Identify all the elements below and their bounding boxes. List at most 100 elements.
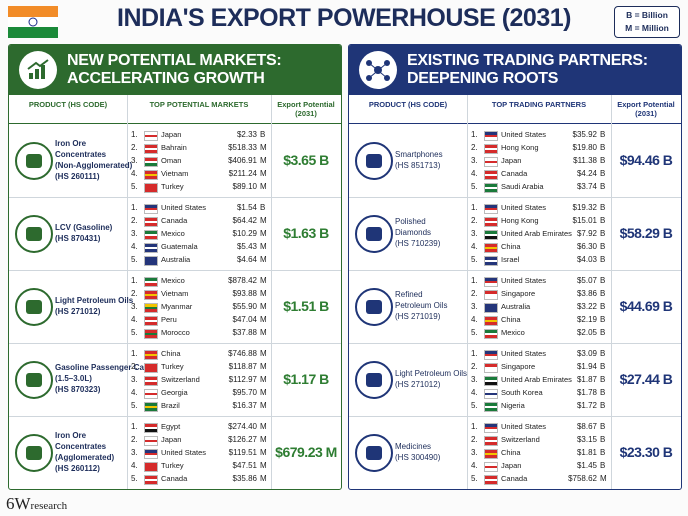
product-text: Diamonds <box>395 228 432 237</box>
flag-stripe <box>145 163 157 166</box>
flag-stripe <box>145 158 157 161</box>
flag-stripe <box>145 186 157 190</box>
country-flag <box>484 277 498 287</box>
country-flag <box>484 376 498 386</box>
market-unit: M <box>260 216 267 225</box>
flag-stripe <box>485 160 497 164</box>
country: Morocco <box>161 328 190 337</box>
country-flag <box>484 243 498 253</box>
market-value: $126.27 <box>228 435 257 444</box>
country-flag <box>144 144 158 154</box>
header-rule <box>349 123 681 124</box>
flag-stripe <box>485 332 497 336</box>
market-value: $1.94 <box>576 362 597 371</box>
flag-stripe <box>485 163 497 166</box>
country-flag <box>144 303 158 313</box>
flag-stripe <box>145 478 157 482</box>
panel-title: ACCELERATING GROWTH <box>67 70 265 87</box>
flag-stripe <box>145 330 157 333</box>
flag-stripe <box>145 291 157 294</box>
market-unit: M <box>260 401 267 410</box>
flag-stripe <box>145 408 157 411</box>
flag-stripe <box>485 259 497 263</box>
flag-stripe <box>145 280 157 284</box>
country: Nigeria <box>501 401 525 410</box>
rank: 1. <box>131 422 138 431</box>
flag-stripe <box>485 189 497 192</box>
market-unit: B <box>600 375 606 384</box>
market-value: $1.78 <box>576 388 597 397</box>
flag-stripe <box>145 278 157 281</box>
market-value: $3.15 <box>576 435 597 444</box>
country-flag <box>144 243 158 253</box>
country: United States <box>501 422 547 431</box>
title: INDIA'S EXPORT POWERHOUSE (2031) <box>117 4 571 32</box>
row-rule <box>349 197 681 198</box>
country: Bahrain <box>161 143 187 152</box>
rank: 4. <box>131 388 138 397</box>
market-value: $16.37 <box>232 401 257 410</box>
market-unit: M <box>260 255 267 264</box>
rank: 4. <box>471 388 478 397</box>
flag-stripe <box>485 244 497 247</box>
flag-stripe <box>485 186 497 190</box>
flag-stripe <box>145 259 157 263</box>
market-unit: M <box>260 435 267 444</box>
flag-stripe <box>485 291 497 294</box>
country: Singapore <box>501 362 536 371</box>
market-value: $95.70 <box>232 388 257 397</box>
flag-stripe <box>145 455 157 458</box>
country: Turkey <box>161 461 184 470</box>
column-rule <box>611 95 612 489</box>
country: Saudi Arabia <box>501 182 544 191</box>
product-icon <box>355 288 393 326</box>
market-value: $19.80 <box>572 143 597 152</box>
flag-stripe <box>145 392 157 396</box>
country: China <box>501 448 521 457</box>
rank: 2. <box>471 289 478 298</box>
country: Oman <box>161 156 182 165</box>
rank: 4. <box>471 242 478 251</box>
country: South Korea <box>501 388 543 397</box>
market-unit: B <box>600 130 606 139</box>
rank: 1. <box>471 130 478 139</box>
market-value: $35.86 <box>232 474 257 483</box>
market-value: $3.09 <box>576 349 597 358</box>
flag-stripe <box>485 184 497 187</box>
flag-stripe <box>485 231 497 234</box>
column-header: TOP POTENTIAL MARKETS <box>149 100 249 109</box>
rank: 2. <box>131 435 138 444</box>
market-unit: M <box>260 229 267 238</box>
market-value: $118.87 <box>228 362 257 371</box>
country: Guatemala <box>161 242 198 251</box>
row-rule <box>349 416 681 417</box>
country-flag <box>484 423 498 433</box>
rank: 2. <box>131 289 138 298</box>
country-flag <box>484 329 498 339</box>
flag-stripe <box>145 160 157 164</box>
export-total: $679.23 M <box>275 444 337 460</box>
brand-sub: research <box>30 500 68 512</box>
product-text: (Agglomerated) <box>55 452 115 462</box>
country-flag <box>144 449 158 459</box>
flag-stripe <box>485 137 497 140</box>
market-value: $7.92 <box>576 229 597 238</box>
panel: NEW POTENTIAL MARKETS: ACCELERATING GROWT… <box>8 44 342 490</box>
country-flag <box>144 475 158 485</box>
country: Israel <box>501 255 520 264</box>
flag-stripe <box>485 319 497 323</box>
market-value: $1.54 <box>236 203 257 212</box>
flag-stripe <box>485 322 497 325</box>
flag-stripe <box>145 262 157 265</box>
flag-stripe <box>485 351 497 354</box>
export-total: $94.46 B <box>619 152 673 168</box>
country-flag <box>484 462 498 472</box>
product-text: Polished <box>395 217 426 226</box>
market-unit: B <box>600 422 606 431</box>
flag-stripe <box>145 424 157 427</box>
rank: 4. <box>131 169 138 178</box>
rank: 3. <box>131 156 138 165</box>
country: Brazil <box>161 401 180 410</box>
market-unit: B <box>600 328 606 337</box>
flag-stripe <box>485 278 497 281</box>
